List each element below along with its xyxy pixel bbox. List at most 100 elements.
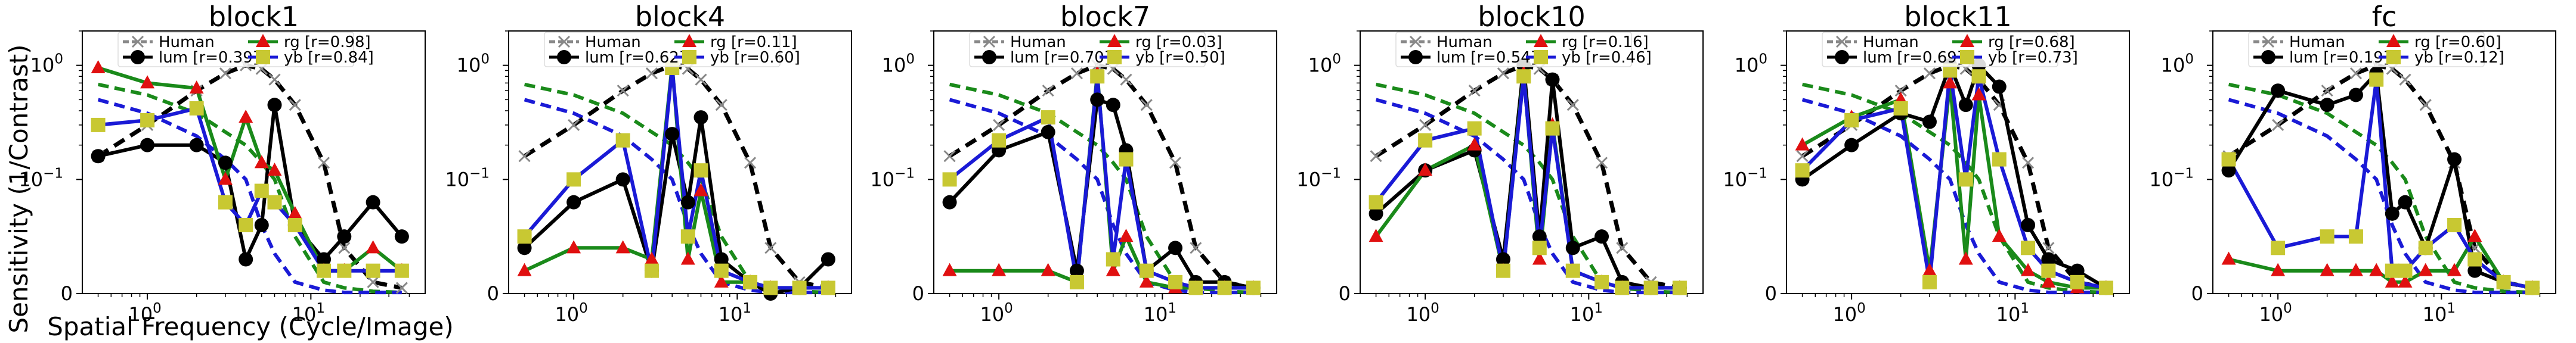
rg-marker xyxy=(1368,229,1383,242)
lum-marker xyxy=(2398,195,2413,210)
yb-marker xyxy=(256,50,270,64)
x-tick-label: 101 xyxy=(1144,301,1176,326)
human-marker xyxy=(744,157,757,169)
legend-label: yb [r=0.12] xyxy=(2414,49,2504,67)
lum-marker xyxy=(317,252,332,267)
rg-marker xyxy=(1119,229,1134,242)
yb-marker xyxy=(287,218,302,233)
lum-marker xyxy=(1545,72,1560,87)
yb-marker xyxy=(2385,263,2399,278)
legend-label: lum [r=0.54] xyxy=(1436,49,1537,67)
human-marker xyxy=(1616,242,1628,254)
yb-marker xyxy=(682,50,696,64)
rg-marker xyxy=(1532,251,1547,265)
yb-marker xyxy=(942,172,957,187)
lum-marker xyxy=(1041,124,1055,139)
human-curve xyxy=(97,63,402,290)
legend-label: lum [r=0.19] xyxy=(2289,49,2389,67)
lum-marker xyxy=(821,252,835,267)
yb-marker xyxy=(1516,69,1531,84)
legend-box xyxy=(544,32,781,67)
legend-box xyxy=(2248,32,2485,67)
rg-marker xyxy=(2041,274,2056,288)
rg-marker xyxy=(1418,163,1433,176)
rg-marker xyxy=(2320,263,2334,276)
y-tick-label: 10−1 xyxy=(1723,166,1767,191)
rg-marker xyxy=(1943,75,1958,89)
yb-marker xyxy=(792,280,807,295)
lum-marker xyxy=(942,195,957,210)
y-tick-label: 10−1 xyxy=(2149,166,2194,191)
y-tick-label: 100 xyxy=(457,52,490,77)
legend-label: Human xyxy=(1436,33,1493,51)
yb-marker xyxy=(189,101,204,116)
rg-marker xyxy=(1971,87,1986,101)
yb-marker xyxy=(1594,275,1609,289)
yb-marker xyxy=(1467,121,1482,136)
rg-marker xyxy=(91,60,106,73)
lum-marker xyxy=(1844,138,1859,152)
human-marker xyxy=(1796,150,1809,163)
lum-marker xyxy=(218,155,233,170)
yb-marker xyxy=(992,133,1007,148)
x-tick-label: 101 xyxy=(1570,301,1603,326)
x-tick-label: 100 xyxy=(1832,301,1865,326)
human-marker xyxy=(568,119,580,131)
yb-marker xyxy=(1139,263,1154,278)
rg-line xyxy=(97,66,403,273)
legend-box xyxy=(1822,32,2058,67)
x-tick-label: 100 xyxy=(1406,301,1439,326)
rg-marker xyxy=(2348,263,2363,276)
human-marker xyxy=(2272,119,2284,131)
human-marker xyxy=(2349,67,2363,80)
yb-marker xyxy=(2418,241,2433,255)
rg-marker xyxy=(1795,137,1810,151)
yb-marker xyxy=(1534,50,1548,64)
y-tick-label: 0 xyxy=(1765,282,1777,305)
rg-marker xyxy=(2385,274,2399,288)
x-tick-label: 101 xyxy=(719,301,751,326)
human-marker xyxy=(2321,85,2333,97)
yb-marker xyxy=(91,117,106,132)
rg-marker xyxy=(1960,34,1974,47)
lum-marker xyxy=(2070,263,2085,278)
human-chrom-curve xyxy=(97,98,402,295)
panel-title: block1 xyxy=(209,1,299,33)
human-lum-curve xyxy=(2228,82,2533,295)
x-tick-label: 100 xyxy=(555,301,587,326)
lum-marker xyxy=(2348,88,2363,102)
human-marker xyxy=(1370,150,1382,163)
human-marker xyxy=(1140,99,1153,111)
legend-box xyxy=(1395,32,1632,67)
rg-marker xyxy=(693,183,708,197)
lum-marker xyxy=(394,229,409,244)
y-tick-label: 10−1 xyxy=(1296,166,1341,191)
human-marker xyxy=(617,85,629,97)
rg-marker xyxy=(254,155,269,169)
yb-marker xyxy=(566,172,581,187)
yb-marker xyxy=(714,263,729,278)
human-chrom-curve xyxy=(2228,98,2532,295)
lum-marker xyxy=(2467,263,2482,278)
yb-marker xyxy=(140,113,155,127)
rg-marker xyxy=(2021,263,2036,276)
panel-title: block7 xyxy=(1060,1,1150,33)
yb-marker xyxy=(1643,280,1658,295)
rg-marker xyxy=(992,263,1007,276)
human-marker xyxy=(317,157,330,169)
legend-label: Human xyxy=(159,33,215,51)
rg-marker xyxy=(615,240,630,254)
rg-marker xyxy=(218,172,233,185)
yb-line xyxy=(948,76,1253,290)
human-marker xyxy=(764,242,777,254)
yb-marker xyxy=(1246,280,1261,295)
yb-marker xyxy=(743,275,758,289)
yb-marker xyxy=(1971,69,1986,84)
lum-marker xyxy=(189,138,204,152)
yb-marker xyxy=(1168,275,1183,289)
